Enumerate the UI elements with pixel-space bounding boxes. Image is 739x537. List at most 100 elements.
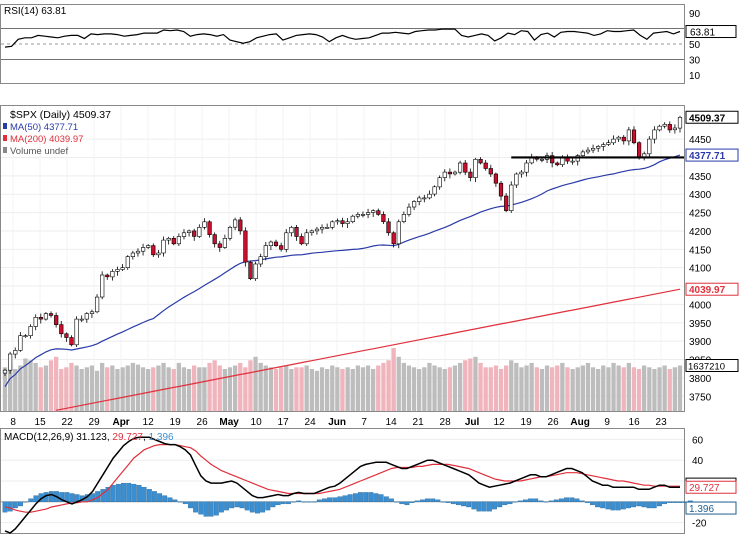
macd-histogram-bar — [388, 498, 394, 502]
macd-histogram-bar — [559, 498, 564, 502]
candle-body — [156, 252, 161, 256]
volume-bar — [110, 365, 115, 411]
macd-histogram-bar — [337, 496, 343, 502]
volume-bar — [391, 348, 396, 411]
x-tick-label: 26 — [197, 417, 209, 428]
candle-body — [652, 129, 657, 140]
candle-body — [422, 197, 427, 200]
candle — [432, 185, 437, 197]
volume-bar — [601, 365, 606, 411]
candle-body — [314, 228, 320, 232]
candle — [514, 172, 519, 188]
x-tick-label: 15 — [35, 417, 47, 428]
volume-bar — [350, 369, 355, 411]
candle — [95, 294, 100, 314]
volume-bar — [585, 362, 591, 411]
volume-bar — [18, 365, 23, 411]
candle — [667, 121, 672, 133]
volume-bar — [677, 365, 683, 411]
candle-body — [89, 311, 95, 314]
candle-body — [555, 162, 560, 166]
macd-histogram-bar — [394, 501, 400, 503]
macd-histogram-bar — [7, 501, 13, 512]
volume-bar — [611, 362, 616, 411]
candle — [120, 264, 125, 271]
candle-body — [677, 117, 683, 129]
macd-histogram-bar — [471, 501, 477, 510]
candle-body — [391, 232, 396, 245]
volume-bar — [304, 365, 309, 411]
candle — [406, 203, 412, 217]
candle — [141, 243, 146, 256]
volume-bar — [544, 365, 550, 411]
candle-body — [340, 220, 345, 224]
candle — [488, 164, 493, 177]
candle-body — [662, 124, 667, 127]
x-tick-label: 7 — [361, 417, 367, 428]
candle — [171, 236, 176, 246]
candle-body — [100, 274, 105, 298]
candle-body — [335, 220, 340, 223]
macd-histogram-bar — [610, 501, 616, 511]
candle — [355, 212, 361, 219]
rsi-panel: 907050301063.81 RSI(14) 63.81 — [0, 4, 737, 84]
volume-bar — [427, 362, 432, 411]
volume-bar — [667, 369, 672, 411]
volume-bar — [314, 370, 320, 412]
candle-body — [452, 171, 458, 175]
macd-histogram-bar — [363, 492, 369, 502]
candle — [299, 233, 304, 246]
candle — [350, 214, 355, 224]
candle — [69, 335, 74, 347]
candle — [23, 334, 28, 338]
candle-body — [13, 350, 18, 355]
candle — [59, 320, 64, 338]
candle-body — [69, 337, 74, 346]
candle — [590, 144, 596, 154]
volume-bar — [411, 367, 417, 412]
volume-bar — [493, 365, 499, 411]
candle — [601, 142, 606, 151]
macd-histogram-bar — [631, 501, 637, 508]
macd-histogram-bar — [481, 501, 487, 512]
macd-histogram-bar — [265, 501, 271, 511]
candle-body — [570, 160, 575, 163]
candle — [217, 240, 222, 252]
candle — [8, 351, 13, 374]
candle-body — [417, 197, 422, 202]
candle — [335, 218, 340, 225]
volume-bar — [38, 367, 43, 412]
macd-histogram-bar — [136, 485, 142, 502]
macd-histogram-bar — [249, 501, 255, 513]
candle-body — [432, 186, 437, 195]
macd-histogram-bar — [182, 501, 188, 505]
candle — [151, 243, 156, 258]
candle — [304, 229, 309, 247]
candle-body — [125, 256, 130, 269]
candle — [647, 136, 652, 158]
candle-body — [279, 245, 284, 250]
candle — [371, 209, 376, 217]
volume-bar — [534, 367, 539, 412]
macd-histogram-bar — [492, 501, 497, 510]
candle — [473, 157, 478, 183]
candle — [422, 194, 427, 203]
volume-bar — [325, 369, 330, 411]
candle — [28, 324, 33, 339]
candle-body — [233, 219, 238, 228]
macd-histogram-bar — [414, 500, 420, 502]
volume-value-box — [685, 359, 739, 372]
volume-bar — [636, 369, 642, 411]
macd-histogram-bar — [548, 500, 554, 502]
volume-bar — [181, 367, 187, 412]
volume-bar — [105, 367, 110, 412]
volume-bar — [268, 367, 274, 412]
macd-histogram-bar — [512, 501, 518, 503]
candle-body — [38, 316, 43, 320]
candle — [437, 175, 442, 190]
candle — [192, 228, 197, 241]
candle-body — [2, 369, 8, 374]
candle-body — [227, 227, 233, 239]
ma50-value-label: 4377.71 — [689, 151, 726, 162]
candle-body — [626, 129, 631, 142]
